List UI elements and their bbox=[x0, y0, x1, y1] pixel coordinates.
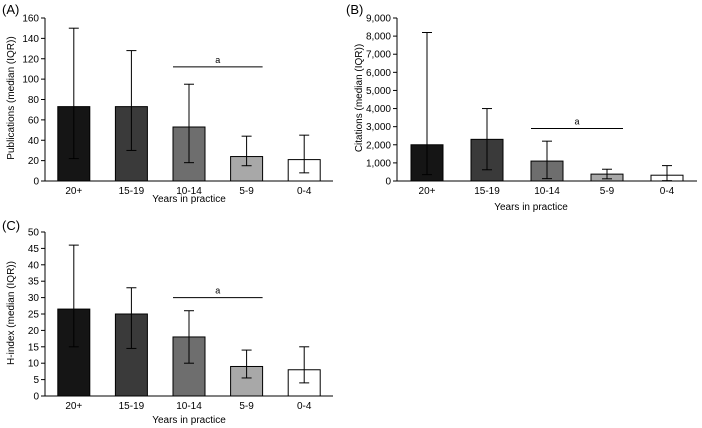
panel-a: (A) Publications (median (IQR)) Years in… bbox=[2, 2, 333, 205]
panel-a-significance-label: a bbox=[215, 55, 220, 65]
panel-b-ytick-label-8000: 8,000 bbox=[366, 32, 391, 43]
panel-c-ytick-label-20: 20 bbox=[28, 326, 40, 337]
panel-c-label: (C) bbox=[2, 218, 20, 233]
panel-c: (C) H-index (median (IQR)) Years in prac… bbox=[2, 218, 333, 426]
panel-c-xtick-label-0-4: 0-4 bbox=[297, 401, 312, 412]
panel-b-significance-label: a bbox=[574, 116, 579, 126]
panel-a-ytick-label-120: 120 bbox=[22, 54, 39, 65]
panel-c-ytick-label-5: 5 bbox=[33, 375, 39, 386]
panel-a-xlabel: Years in practice bbox=[152, 194, 226, 205]
panel-b-ytick-label-3000: 3,000 bbox=[366, 122, 391, 133]
panel-a-xtick-label-10-14: 10-14 bbox=[176, 186, 202, 197]
panel-b-xtick-label-10-14: 10-14 bbox=[534, 186, 560, 197]
panel-c-xlabel: Years in practice bbox=[152, 415, 226, 426]
panel-b: (B) Citations (median (IQR)) Years in pr… bbox=[346, 2, 697, 213]
panel-a-label: (A) bbox=[2, 2, 19, 17]
panel-c-ytick-label-35: 35 bbox=[28, 277, 40, 288]
panel-a-xtick-label-15-19: 15-19 bbox=[119, 186, 145, 197]
panel-b-label: (B) bbox=[346, 2, 363, 17]
panel-c-ytick-label-40: 40 bbox=[28, 260, 40, 271]
panel-a-ylabel: Publications (median (IQR)) bbox=[6, 36, 17, 159]
panel-b-xtick-label-0-4: 0-4 bbox=[660, 186, 675, 197]
panel-c-xtick-label-15-19: 15-19 bbox=[119, 401, 145, 412]
panel-b-ytick-label-5000: 5,000 bbox=[366, 86, 391, 97]
panel-c-ytick-label-15: 15 bbox=[28, 342, 40, 353]
panel-b-ylabel: Citations (median (IQR)) bbox=[354, 44, 365, 152]
panel-a-ytick-label-20: 20 bbox=[28, 156, 40, 167]
panel-c-marks: 0 5 10 15 20 25 30 35 40 45 50 20+ 15-19 10-14 5-9 0-4 a bbox=[28, 228, 333, 412]
panel-c-ytick-label-10: 10 bbox=[28, 359, 40, 370]
panel-a-ytick-label-80: 80 bbox=[28, 95, 40, 106]
panel-c-xtick-label-5-9: 5-9 bbox=[239, 401, 254, 412]
panel-b-xtick-label-20+: 20+ bbox=[419, 186, 436, 197]
panel-c-xtick-label-10-14: 10-14 bbox=[176, 401, 202, 412]
panel-c-ytick-label-0: 0 bbox=[33, 392, 39, 403]
panel-a-xtick-label-5-9: 5-9 bbox=[239, 186, 254, 197]
panel-a-ytick-label-140: 140 bbox=[22, 34, 39, 45]
panel-b-xtick-label-5-9: 5-9 bbox=[600, 186, 615, 197]
panel-a-marks: 0 20 40 60 80 100 120 140 160 20+ 15-19 10-14 5-9 0-4… bbox=[22, 14, 333, 197]
panel-a-ytick-label-60: 60 bbox=[28, 115, 40, 126]
panel-a-ytick-label-100: 100 bbox=[22, 75, 39, 86]
panel-b-xtick-label-15-19: 15-19 bbox=[474, 186, 500, 197]
panel-a-xtick-label-20+: 20+ bbox=[65, 186, 82, 197]
panel-b-ytick-label-0: 0 bbox=[385, 177, 391, 188]
panel-c-ytick-label-30: 30 bbox=[28, 293, 40, 304]
panel-c-ytick-label-45: 45 bbox=[28, 244, 40, 255]
panel-b-marks: 0 1,000 2,000 3,000 4,000 5,000 6,000 7,000 8,00… bbox=[366, 14, 697, 197]
panel-b-ytick-label-4000: 4,000 bbox=[366, 104, 391, 115]
panel-b-xlabel: Years in practice bbox=[494, 202, 568, 213]
panel-b-ytick-label-2000: 2,000 bbox=[366, 140, 391, 151]
panel-b-ytick-label-9000: 9,000 bbox=[366, 14, 391, 25]
panel-b-ytick-label-1000: 1,000 bbox=[366, 158, 391, 169]
panel-a-xtick-label-0-4: 0-4 bbox=[297, 186, 312, 197]
panel-c-ytick-label-25: 25 bbox=[28, 310, 40, 321]
panel-a-ytick-label-160: 160 bbox=[22, 14, 39, 25]
panel-a-ytick-label-0: 0 bbox=[33, 177, 39, 188]
panel-c-ylabel: H-index (median (IQR)) bbox=[6, 261, 17, 365]
panel-b-ytick-label-6000: 6,000 bbox=[366, 68, 391, 79]
panel-b-ytick-label-7000: 7,000 bbox=[366, 50, 391, 61]
panel-c-xtick-label-20+: 20+ bbox=[65, 401, 82, 412]
panel-a-ytick-label-40: 40 bbox=[28, 136, 40, 147]
panel-c-ytick-label-50: 50 bbox=[28, 228, 40, 239]
panel-c-significance-label: a bbox=[215, 286, 220, 296]
